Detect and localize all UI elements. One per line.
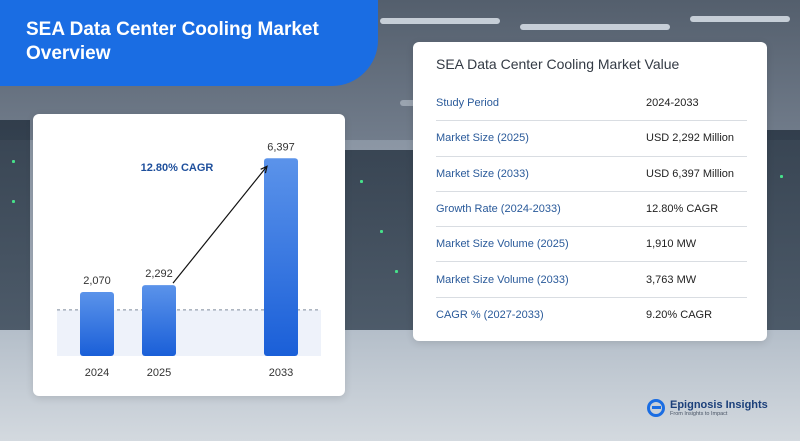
value-label-2033: 6,397 <box>267 141 295 153</box>
table-row: Growth Rate (2024-2033) 12.80% CAGR <box>436 192 747 228</box>
row-value: 2024-2033 <box>646 97 699 110</box>
brand-logo: Epignosis Insights From Insights to Impa… <box>647 393 787 423</box>
growth-arrow <box>172 165 268 284</box>
cagr-annotation: 12.80% CAGR <box>141 162 214 174</box>
category-label-2033: 2033 <box>269 367 293 379</box>
bar-2025 <box>142 285 176 356</box>
table-row: Market Size Volume (2025) 1,910 MW <box>436 227 747 263</box>
brand-name: Epignosis Insights <box>670 398 768 411</box>
table-body: Study Period 2024-2033 Market Size (2025… <box>436 86 747 333</box>
row-value: USD 6,397 Million <box>646 167 735 180</box>
table-row: CAGR % (2027-2033) 9.20% CAGR <box>436 298 747 333</box>
chart-card: 2,070 2024 2,292 2025 6,397 2033 12.80% CAGR <box>33 114 345 396</box>
row-key: Market Size Volume (2025) <box>436 238 569 251</box>
bar-2033 <box>264 158 298 356</box>
page-title: SEA Data Center Cooling Market Overview <box>26 19 319 64</box>
table-row: Market Size Volume (2033) 3,763 MW <box>436 262 747 298</box>
title-banner: SEA Data Center Cooling Market Overview <box>0 0 378 86</box>
row-value: 3,763 MW <box>646 273 697 286</box>
table-row: Market Size (2025) USD 2,292 Million <box>436 121 747 157</box>
row-key: Study Period <box>436 97 499 110</box>
row-key: Market Size Volume (2033) <box>436 273 569 286</box>
row-key: Market Size (2025) <box>436 132 529 145</box>
row-value: 12.80% CAGR <box>646 203 719 216</box>
value-label-2025: 2,292 <box>145 268 173 280</box>
category-label-2024: 2024 <box>85 367 109 379</box>
category-label-2025: 2025 <box>147 367 171 379</box>
row-value: 1,910 MW <box>646 238 697 251</box>
market-value-card: SEA Data Center Cooling Market Value Stu… <box>413 42 767 341</box>
row-value: USD 2,292 Million <box>646 132 735 145</box>
brand-tagline: From Insights to Impact <box>670 410 728 417</box>
table-row: Study Period 2024-2033 <box>436 86 747 122</box>
bar-chart: 2,070 2024 2,292 2025 6,397 2033 12.80% CAGR <box>57 141 321 379</box>
bar-2024 <box>80 292 114 356</box>
value-label-2024: 2,070 <box>83 275 111 287</box>
row-key: CAGR % (2027-2033) <box>436 309 544 322</box>
growth-arrow-head <box>260 165 268 174</box>
epignosis-logo-icon <box>647 399 665 417</box>
row-key: Growth Rate (2024-2033) <box>436 203 561 216</box>
table-row: Market Size (2033) USD 6,397 Million <box>436 157 747 192</box>
row-value: 9.20% CAGR <box>646 309 713 322</box>
table-title: SEA Data Center Cooling Market Value <box>436 56 680 72</box>
row-key: Market Size (2033) <box>436 167 529 180</box>
